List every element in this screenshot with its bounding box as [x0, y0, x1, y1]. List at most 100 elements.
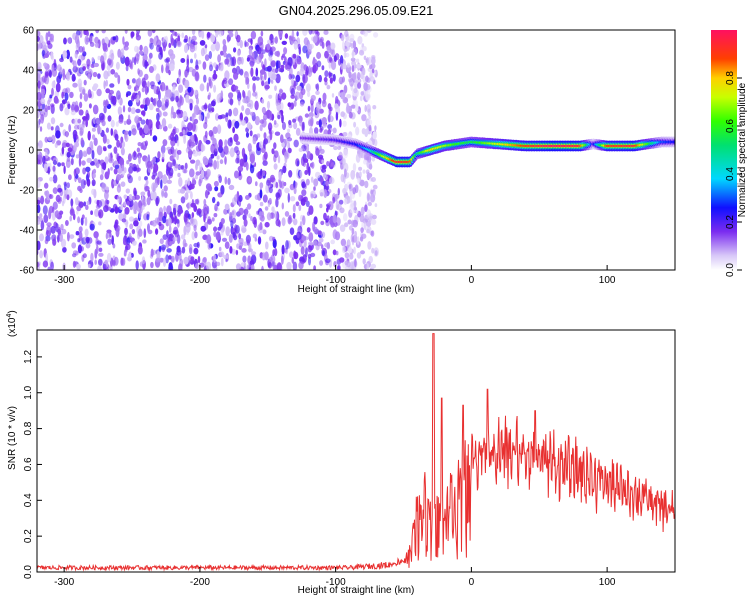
- noise-blob: [138, 210, 142, 219]
- noise-blob: [94, 248, 98, 259]
- noise-blob: [51, 64, 55, 73]
- noise-blob: [126, 200, 130, 206]
- noise-blob: [105, 186, 109, 191]
- noise-blob: [254, 100, 259, 111]
- noise-blob: [262, 169, 266, 177]
- noise-blob: [39, 105, 43, 113]
- noise-blob: [158, 211, 163, 222]
- noise-blob: [338, 154, 342, 160]
- noise-blob: [49, 176, 54, 182]
- noise-blob: [50, 117, 56, 125]
- noise-blob: [161, 97, 165, 106]
- noise-blob: [259, 52, 264, 60]
- noise-blob: [89, 42, 95, 47]
- noise-blob: [273, 150, 279, 158]
- noise-blob: [108, 157, 114, 164]
- noise-blob: [70, 198, 74, 207]
- noise-blob: [308, 30, 313, 35]
- noise-blob: [107, 168, 110, 176]
- noise-blob: [236, 153, 240, 164]
- noise-blob: [103, 205, 109, 213]
- noise-blob: [342, 148, 349, 159]
- noise-blob: [362, 258, 366, 265]
- noise-blob: [139, 50, 144, 55]
- noise-blob: [235, 263, 242, 270]
- noise-blob: [339, 224, 346, 232]
- noise-blob: [264, 206, 269, 211]
- noise-blob: [299, 120, 303, 127]
- noise-blob: [161, 64, 164, 74]
- noise-blob: [166, 205, 172, 215]
- noise-blob: [338, 59, 341, 66]
- noise-blob: [77, 58, 82, 66]
- noise-blob: [340, 111, 346, 118]
- noise-blob: [281, 217, 286, 227]
- noise-blob: [160, 179, 163, 189]
- noise-blob: [143, 228, 147, 239]
- noise-blob: [39, 250, 43, 259]
- noise-blob: [178, 84, 184, 93]
- noise-blob: [259, 141, 264, 149]
- noise-blob: [308, 166, 311, 177]
- noise-blob: [236, 56, 242, 65]
- noise-blob: [339, 257, 345, 263]
- noise-blob: [244, 95, 250, 104]
- noise-blob: [57, 234, 60, 243]
- noise-blob: [90, 252, 94, 263]
- noise-blob: [319, 189, 325, 197]
- noise-blob: [348, 111, 353, 119]
- noise-blob: [140, 142, 144, 150]
- noise-blob: [172, 84, 176, 90]
- noise-blob: [183, 135, 187, 144]
- y-tick-label: 0.4: [23, 493, 34, 507]
- noise-blob: [275, 181, 279, 189]
- noise-blob: [321, 65, 325, 71]
- noise-blob: [347, 239, 351, 245]
- noise-blob: [140, 119, 146, 125]
- noise-blob: [155, 228, 159, 235]
- noise-blob: [233, 234, 238, 241]
- noise-blob: [316, 241, 323, 247]
- noise-blob: [37, 110, 40, 119]
- noise-blob: [52, 174, 58, 184]
- noise-blob: [255, 147, 262, 156]
- noise-blob: [275, 192, 281, 199]
- noise-blob: [283, 151, 290, 160]
- noise-blob: [252, 91, 258, 97]
- noise-blob: [94, 36, 99, 44]
- noise-blob: [71, 73, 76, 82]
- noise-blob: [236, 49, 241, 57]
- noise-blob: [56, 75, 62, 84]
- noise-blob: [299, 101, 305, 107]
- noise-blob: [259, 189, 263, 199]
- noise-blob: [287, 102, 292, 108]
- noise-blob: [180, 165, 185, 170]
- noise-blob: [233, 72, 239, 80]
- noise-blob: [292, 261, 298, 270]
- noise-blob: [302, 30, 308, 36]
- noise-blob: [351, 65, 355, 73]
- noise-blob: [137, 77, 142, 87]
- noise-blob: [124, 30, 128, 34]
- noise-blob: [152, 135, 158, 142]
- noise-blob: [90, 210, 93, 215]
- noise-blob: [306, 151, 312, 160]
- noise-blob: [67, 103, 71, 110]
- noise-blob: [152, 156, 156, 163]
- noise-blob: [150, 248, 154, 257]
- noise-blob: [125, 65, 129, 72]
- noise-blob: [107, 58, 112, 66]
- noise-blob: [210, 153, 215, 159]
- noise-blob: [110, 119, 115, 128]
- noise-blob: [123, 194, 128, 200]
- noise-blob: [127, 253, 132, 258]
- noise-blob: [211, 260, 218, 269]
- noise-blob: [185, 94, 190, 103]
- noise-blob: [37, 80, 41, 89]
- noise-blob: [49, 33, 55, 41]
- noise-blob: [134, 209, 137, 215]
- noise-blob: [44, 136, 49, 143]
- noise-blob: [268, 56, 273, 62]
- noise-blob: [179, 94, 183, 104]
